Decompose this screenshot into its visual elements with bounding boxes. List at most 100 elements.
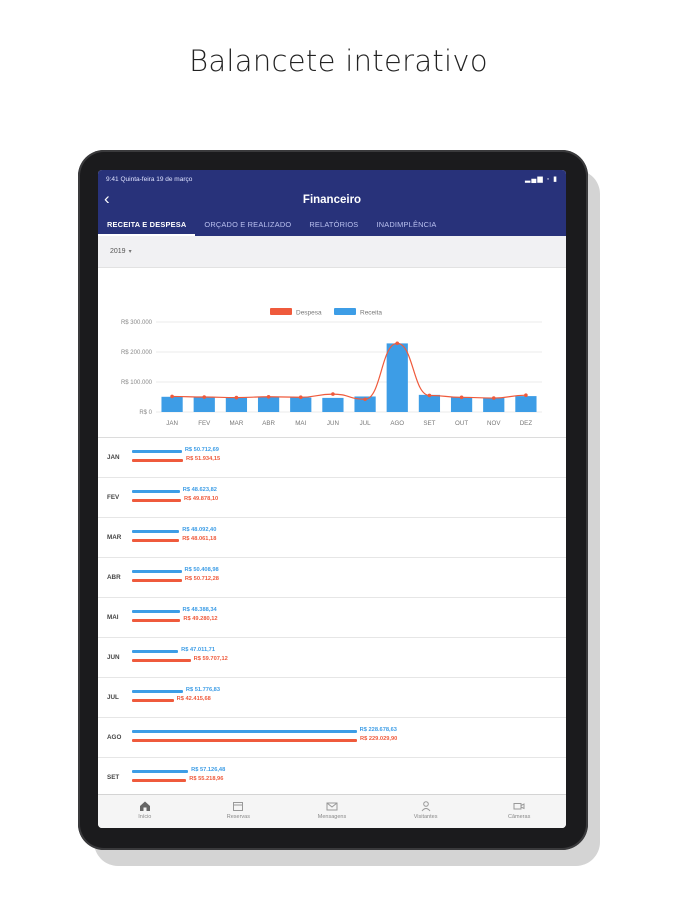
bar-despesa	[132, 739, 357, 742]
app-header: 9:41 Quinta-feira 19 de março ▂▄▆ ◦ ▮ ‹ …	[98, 170, 566, 236]
tab-receita-despesa[interactable]: RECEITA E DESPESA	[98, 212, 196, 236]
year-value: 2019	[110, 248, 126, 255]
list-item[interactable]: JAN R$ 50.712,69 R$ 51.934,15	[98, 438, 566, 478]
tablet-frame: 9:41 Quinta-feira 19 de março ▂▄▆ ◦ ▮ ‹ …	[78, 150, 588, 850]
bar-receita-set	[418, 394, 441, 412]
month-label: FEV	[107, 494, 120, 501]
status-time: 9:41	[106, 176, 119, 183]
value-receita: R$ 50.408,98	[184, 567, 219, 573]
point-despesa-mar	[234, 395, 239, 400]
bar-receita-mar	[225, 397, 248, 412]
list-item[interactable]: SET R$ 57.126,48 R$ 55.218,96	[98, 758, 566, 798]
point-despesa-jun	[331, 392, 335, 396]
promo-headline: Balancete interativo	[189, 44, 488, 78]
value-despesa: R$ 50.712,28	[184, 576, 219, 582]
bar-receita-mai	[290, 397, 312, 412]
point-despesa-abr	[266, 394, 271, 399]
status-date: Quinta-feira 19 de março	[120, 176, 193, 183]
bar-receita-nov	[483, 397, 505, 412]
point-despesa-jul	[363, 397, 367, 402]
bar-despesa	[132, 499, 181, 502]
back-arrow-icon[interactable]: ‹	[104, 189, 110, 208]
y-tick-label: R$ 200.000	[121, 350, 153, 356]
nav-reservas[interactable]: Reservas	[192, 795, 286, 828]
status-bar: 9:41 Quinta-feira 19 de março	[106, 176, 192, 183]
bar-receita	[132, 450, 182, 453]
bar-despesa	[132, 659, 191, 662]
legend-swatch-receita	[334, 308, 356, 315]
bar-receita	[132, 690, 183, 693]
month-label: MAR	[107, 534, 122, 541]
value-despesa: R$ 59.707,12	[193, 656, 228, 662]
point-despesa-jan	[170, 394, 174, 399]
nav-label-reservas: Reservas	[226, 814, 250, 820]
tab-inadimplencia[interactable]: INADIMPLÊNCIA	[376, 220, 437, 229]
bar-despesa	[132, 459, 184, 462]
bar-receita-dez	[515, 396, 537, 412]
envelope-icon	[285, 799, 379, 813]
nav-label-inicio: Início	[138, 814, 152, 820]
year-select[interactable]: 2019 ▾	[110, 248, 132, 255]
month-label: SET	[107, 774, 120, 781]
x-tick-label-fev: FEV	[198, 420, 211, 427]
bar-receita-jul	[354, 396, 376, 412]
x-tick-label-ago: AGO	[390, 420, 404, 427]
x-tick-label-out: OUT	[455, 420, 468, 427]
x-tick-label-jan: JAN	[166, 420, 178, 427]
y-tick-label: R$ 0	[139, 410, 152, 416]
tab-relatorios[interactable]: RELATÓRIOS	[309, 220, 359, 229]
point-despesa-fev	[202, 395, 207, 399]
bar-receita	[132, 610, 180, 613]
value-receita: R$ 228.678,63	[359, 727, 397, 733]
legend-swatch-despesa	[270, 308, 292, 315]
month-label: JUN	[107, 654, 120, 661]
x-tick-label-nov: NOV	[487, 420, 501, 427]
list-item[interactable]: AGO R$ 228.678,63 R$ 229.029,90	[98, 718, 566, 758]
bar-despesa	[132, 619, 181, 622]
x-tick-label-dez: DEZ	[520, 420, 533, 427]
filter-bar: 2019 ▾	[98, 236, 566, 268]
value-receita: R$ 48.623,82	[182, 487, 217, 493]
legend-label-despesa: Despesa	[296, 310, 322, 317]
value-despesa: R$ 55.218,96	[189, 776, 224, 782]
list-item[interactable]: ABR R$ 50.408,98 R$ 50.712,28	[98, 558, 566, 598]
value-despesa: R$ 229.029,90	[360, 736, 398, 742]
bar-receita	[132, 570, 182, 573]
value-receita: R$ 57.126,48	[191, 767, 226, 773]
tab-orcado-realizado[interactable]: ORÇADO E REALIZADO	[204, 220, 292, 229]
app-screen: 9:41 Quinta-feira 19 de março ▂▄▆ ◦ ▮ ‹ …	[98, 170, 566, 828]
list-item[interactable]: JUN R$ 47.011,71 R$ 59.707,12	[98, 638, 566, 678]
point-despesa-set	[427, 393, 432, 398]
value-receita: R$ 47.011,71	[181, 647, 216, 653]
bar-receita	[132, 770, 189, 773]
nav-mensagens[interactable]: Mensagens	[285, 795, 379, 828]
value-despesa: R$ 49.280,12	[183, 616, 218, 622]
bar-despesa	[132, 699, 174, 702]
bar-receita	[132, 530, 180, 533]
nav-visitantes[interactable]: Visitantes	[379, 795, 473, 828]
bar-receita-jun	[322, 397, 344, 412]
tab-bar: RECEITA E DESPESA ORÇADO E REALIZADO REL…	[98, 212, 566, 236]
nav-inicio[interactable]: Início	[98, 795, 192, 828]
bar-receita-abr	[257, 396, 280, 412]
value-receita: R$ 51.776,83	[185, 687, 221, 693]
x-tick-label-jun: JUN	[327, 420, 339, 427]
person-icon	[379, 799, 473, 813]
list-item[interactable]: JUL R$ 51.776,83 R$ 42.415,68	[98, 678, 566, 718]
value-despesa: R$ 42.415,68	[176, 696, 211, 702]
nav-label-visitantes: Visitantes	[413, 814, 438, 820]
list-item[interactable]: MAR R$ 48.092,40 R$ 48.061,18	[98, 518, 566, 558]
nav-cameras[interactable]: Câmeras	[472, 795, 566, 828]
bar-despesa	[132, 579, 182, 582]
bar-despesa	[132, 539, 180, 542]
month-label: AGO	[107, 734, 122, 741]
y-tick-label: R$ 100.000	[121, 380, 153, 386]
point-despesa-dez	[524, 393, 528, 397]
calendar-icon	[192, 799, 286, 813]
nav-label-mensagens: Mensagens	[317, 814, 347, 820]
list-item[interactable]: FEV R$ 48.623,82 R$ 49.878,10	[98, 478, 566, 518]
list-item[interactable]: MAI R$ 48.388,34 R$ 49.280,12	[98, 598, 566, 638]
nav-label-cameras: Câmeras	[508, 814, 531, 820]
bar-despesa	[132, 779, 187, 782]
month-label: JUL	[107, 694, 119, 701]
